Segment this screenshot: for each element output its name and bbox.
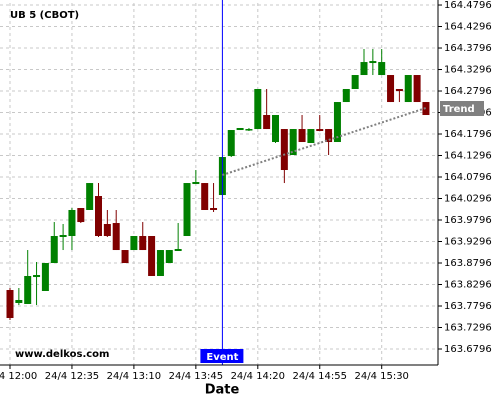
y-tick-label: 163.9796 [444, 215, 492, 226]
candle-body [24, 275, 32, 304]
candle-body [15, 299, 23, 303]
candle-body [289, 129, 297, 155]
x-tick-label: 24/4 14:20 [231, 371, 285, 382]
candle-body [41, 263, 49, 292]
candle-body [316, 129, 324, 132]
event-box [200, 349, 244, 363]
candle-body [378, 62, 386, 76]
y-tick-label: 164.4796 [444, 0, 492, 11]
event-label: Event [206, 352, 238, 363]
candle-body [95, 196, 102, 237]
candle-body [201, 183, 209, 210]
watermark: www.delkos.com [15, 349, 109, 360]
candle-body [395, 88, 403, 92]
candle-body [77, 208, 85, 223]
candle-body [236, 127, 244, 131]
y-tick-label: 164.3296 [444, 65, 492, 76]
candle-body [298, 129, 306, 143]
y-tick-label: 164.3796 [444, 43, 492, 54]
candle-body [369, 61, 377, 64]
candle-body [227, 130, 235, 157]
candle-body [148, 236, 156, 276]
y-tick-label: 163.7796 [444, 301, 492, 312]
candle-body [121, 250, 129, 264]
y-tick-label: 163.9296 [444, 237, 492, 248]
candle-body [156, 250, 164, 276]
candle-body [139, 236, 147, 251]
x-tick-label: 24/4 14:55 [293, 371, 347, 382]
candle-body [413, 75, 421, 103]
y-tick-label: 164.0296 [444, 194, 492, 205]
candle-body [351, 75, 359, 89]
candle-body [333, 102, 341, 143]
candle-body [387, 75, 395, 103]
candle-body [254, 88, 262, 130]
candle-body [245, 129, 253, 131]
candle-body [307, 129, 315, 144]
candle-body [183, 183, 191, 237]
y-tick-label: 163.7296 [444, 323, 492, 334]
candle-body [263, 115, 271, 130]
x-tick-label: 24/4 13:10 [107, 371, 161, 382]
candle-body [165, 250, 173, 264]
y-tick-label: 163.8796 [444, 258, 492, 269]
y-tick-label: 164.2796 [444, 86, 492, 97]
candle-body [422, 102, 430, 116]
y-tick-label: 164.1296 [444, 151, 492, 162]
chart-title: UB 5 (CBOT) [10, 10, 79, 21]
candles [6, 0, 430, 365]
candle-body [50, 236, 58, 264]
candle-body [103, 224, 111, 237]
candle-body [325, 129, 333, 143]
candle-body [130, 236, 138, 251]
candle-body [112, 223, 120, 251]
candle-body [280, 129, 288, 171]
y-tick-label: 163.6796 [444, 344, 492, 355]
x-tick-label: 24/4 13:45 [169, 371, 223, 382]
candle-body [360, 62, 368, 76]
y-tick-label: 164.0796 [444, 172, 492, 183]
labels: 163.6796 163.7296 163.7796 163.8296 163.8796… [0, 0, 492, 382]
y-tick-label: 164.4296 [444, 22, 492, 33]
x-axis-title: Date [205, 383, 240, 398]
candle-body [210, 208, 218, 210]
trend-box [440, 101, 484, 117]
candle-body [33, 275, 41, 278]
candle-body [6, 290, 14, 319]
candle-body [342, 88, 350, 103]
candle-body [404, 75, 412, 103]
candle-body [86, 183, 94, 210]
candle-body [192, 182, 200, 185]
y-tick-label: 163.8296 [444, 280, 492, 291]
candle-body [174, 248, 182, 252]
candle-body [59, 235, 67, 237]
x-tick-label: 24/4 12:00 [0, 371, 37, 382]
x-tick-label: 24/4 15:30 [354, 371, 408, 382]
candle-body [272, 115, 279, 143]
candle-body [68, 209, 76, 237]
y-tick-label: 164.1796 [444, 129, 492, 140]
x-tick-label: 24/4 12:35 [45, 371, 99, 382]
trend-label: Trend [443, 104, 475, 115]
